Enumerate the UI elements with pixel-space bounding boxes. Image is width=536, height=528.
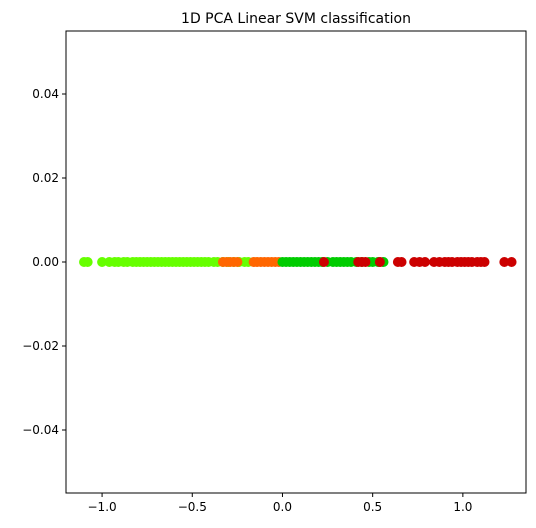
y-tick-label: −0.04 [22, 423, 59, 437]
series-3 [318, 257, 517, 267]
data-point [82, 257, 93, 267]
x-tick-label: 0.0 [273, 500, 292, 514]
data-point [360, 257, 371, 267]
data-point [396, 257, 407, 267]
data-point [318, 257, 329, 267]
data-point [232, 257, 243, 267]
y-tick-label: −0.02 [22, 339, 59, 353]
data-point [479, 257, 490, 267]
x-axis: −1.0 −0.5 0.0 0.5 1.0 [88, 493, 472, 514]
data-point [506, 257, 517, 267]
x-tick-label: 1.0 [453, 500, 472, 514]
y-tick-label: 0.00 [32, 255, 59, 269]
plot-frame [65, 30, 527, 494]
data-points [79, 257, 517, 267]
data-point [374, 257, 385, 267]
x-tick-label: −0.5 [178, 500, 207, 514]
x-tick-label: 0.5 [363, 500, 382, 514]
x-tick-label: −1.0 [88, 500, 117, 514]
series-0 [79, 257, 254, 267]
data-point [419, 257, 430, 267]
series-2 [277, 257, 389, 267]
y-tick-label: 0.04 [32, 87, 59, 101]
data-point [97, 257, 108, 267]
chart-title: 1D PCA Linear SVM classification [181, 11, 411, 27]
data-point [499, 257, 510, 267]
series-1 [217, 257, 284, 267]
y-tick-label: 0.02 [32, 171, 59, 185]
y-axis: 0.04 0.02 0.00 −0.02 −0.04 [22, 87, 66, 437]
